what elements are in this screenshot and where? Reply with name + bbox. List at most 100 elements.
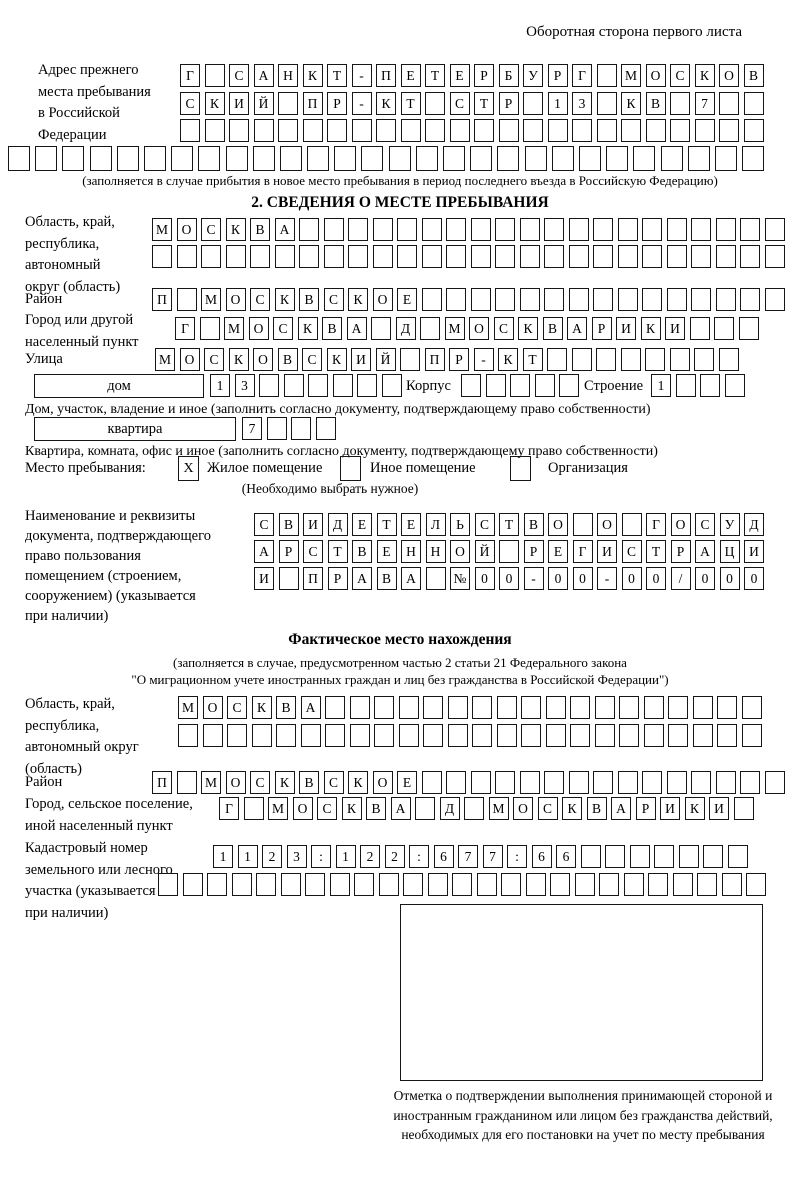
char-cell: К — [562, 797, 582, 820]
char-cell — [398, 724, 419, 747]
char-cell — [278, 119, 298, 142]
char-cell: Н — [278, 64, 298, 87]
char-cell: 0 — [695, 567, 715, 590]
char-cell — [691, 288, 711, 311]
char-cell — [741, 696, 762, 719]
char-cell: П — [302, 92, 323, 115]
char-cell: 6 — [531, 845, 552, 868]
char-cell: : — [409, 845, 429, 868]
char-cell: В — [542, 317, 563, 340]
actual-region-label: Область, край, республика, автономный ок… — [25, 696, 139, 777]
char-cell — [721, 873, 742, 896]
char-cell: К — [251, 696, 272, 719]
char-cell: К — [274, 288, 295, 311]
char-cell — [642, 245, 662, 268]
char-cell — [570, 724, 590, 747]
char-cell — [279, 146, 302, 171]
char-cell — [299, 218, 319, 241]
char-cell — [501, 873, 521, 896]
char-cell: А — [300, 696, 321, 719]
char-cell: С — [537, 797, 558, 820]
char-cell: Р — [670, 540, 691, 563]
char-cell — [643, 696, 664, 719]
char-cell: О — [253, 348, 273, 371]
char-cell — [694, 348, 714, 371]
char-cell — [544, 218, 564, 241]
char-cell — [300, 724, 321, 747]
char-cell: 3 — [234, 374, 255, 397]
char-cell — [180, 119, 200, 142]
char-cell — [397, 218, 417, 241]
char-cell: Г — [572, 540, 593, 563]
char-cell — [547, 119, 568, 142]
char-cell: О — [597, 513, 617, 536]
char-cell: К — [684, 797, 705, 820]
stay-type-label: Место пребывания: — [25, 460, 146, 476]
char-cell: Т — [646, 540, 666, 563]
char-cell — [550, 873, 570, 896]
char-cell: В — [586, 797, 607, 820]
char-cell — [259, 374, 279, 397]
char-cell: № — [450, 567, 470, 590]
char-cell — [742, 146, 765, 171]
char-cell — [315, 417, 336, 440]
char-cell: Р — [547, 64, 568, 87]
char-cell — [388, 146, 411, 171]
char-cell — [645, 348, 665, 371]
char-cell — [243, 797, 264, 820]
char-cell: К — [640, 317, 661, 340]
char-cell — [357, 374, 377, 397]
char-cell — [620, 348, 641, 371]
char-cell — [371, 317, 391, 340]
char-cell: К — [302, 64, 323, 87]
char-cell — [374, 724, 394, 747]
char-cell: О — [179, 348, 200, 371]
char-cell: 1 — [335, 845, 356, 868]
char-cell — [446, 245, 466, 268]
char-cell — [544, 288, 564, 311]
char-cell — [648, 873, 668, 896]
region-row-2 — [152, 245, 785, 268]
char-cell: Ц — [719, 540, 740, 563]
char-cell — [660, 146, 683, 171]
char-cell: С — [695, 513, 715, 536]
char-cell — [703, 845, 723, 868]
char-cell: Р — [523, 540, 544, 563]
char-cell — [593, 771, 613, 794]
char-cell — [605, 845, 625, 868]
char-cell — [425, 119, 445, 142]
char-cell — [617, 245, 638, 268]
char-cell — [116, 146, 139, 171]
char-cell — [199, 317, 220, 340]
house-box-label: дом — [34, 374, 204, 398]
char-cell — [519, 288, 540, 311]
char-cell: В — [366, 797, 386, 820]
char-cell — [668, 724, 688, 747]
prev-address-row-3 — [180, 119, 764, 142]
char-cell — [675, 374, 696, 397]
char-cell — [278, 567, 299, 590]
char-cell — [524, 146, 547, 171]
char-cell — [559, 374, 579, 397]
char-cell: - — [473, 348, 494, 371]
char-cell: 1 — [213, 845, 233, 868]
char-cell: С — [317, 797, 337, 820]
char-cell: 6 — [433, 845, 454, 868]
stay-type-checkbox-other — [340, 456, 361, 481]
char-cell: Й — [375, 348, 396, 371]
char-cell — [348, 245, 368, 268]
char-cell: П — [376, 64, 396, 87]
char-cell: - — [351, 92, 372, 115]
char-cell — [225, 146, 248, 171]
char-cell — [596, 348, 616, 371]
char-cell: О — [372, 288, 393, 311]
char-cell: 1 — [651, 374, 671, 397]
char-cell — [764, 245, 785, 268]
char-cell — [421, 288, 442, 311]
char-cell: Р — [498, 92, 519, 115]
char-cell — [692, 724, 713, 747]
char-cell: И — [597, 540, 617, 563]
